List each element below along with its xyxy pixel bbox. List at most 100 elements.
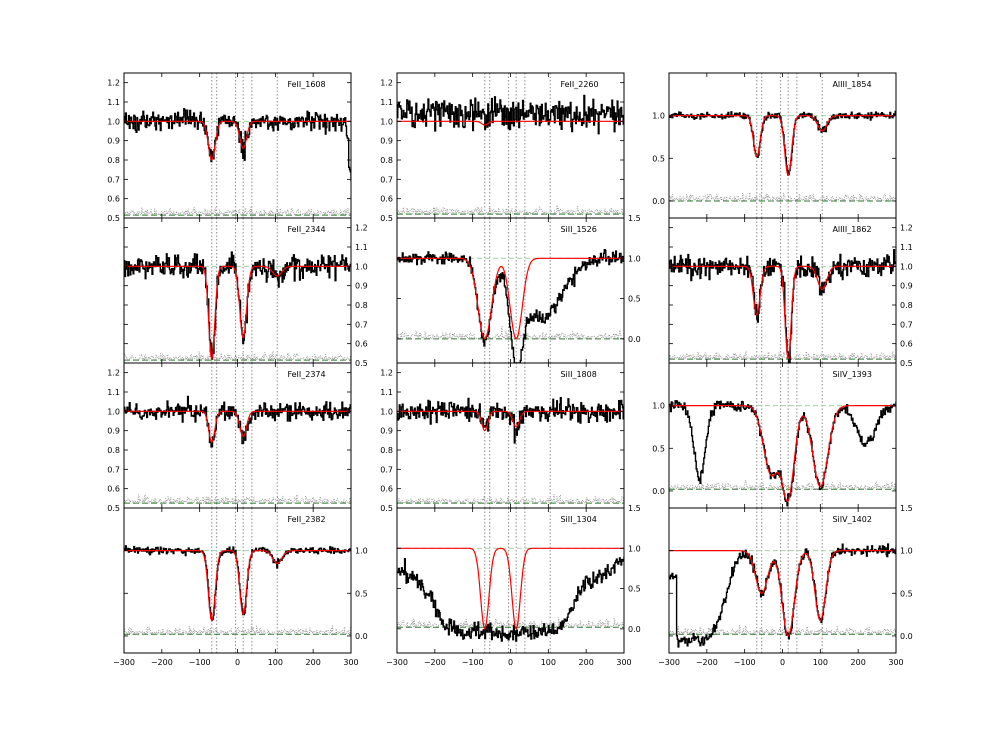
model-fit	[669, 550, 896, 637]
x-tick-label: 0	[780, 658, 785, 667]
flux-spectrum	[397, 94, 624, 135]
y-tick-label: 0.8	[380, 446, 393, 455]
panel-frame	[396, 217, 625, 364]
y-tick-label: 0.5	[628, 295, 641, 304]
x-tick-label: 200	[306, 658, 321, 667]
y-tick-label: 0.5	[652, 444, 665, 453]
y-tick-label: 1.0	[628, 254, 641, 263]
panel-title: FeII_2344	[287, 225, 325, 234]
panel-frame	[396, 362, 625, 509]
y-tick-label: 0.7	[107, 465, 120, 474]
x-tick-label: 200	[851, 658, 866, 667]
y-tick-label: 1.0	[380, 117, 393, 126]
panel-aliii-1862: 0.5 0.6 0.7 0.8 0.9 1.0 1.1 1.2 AlIII_1862	[668, 217, 913, 368]
panel-siii-1808: 0.5 0.6 0.7 0.8 0.9 1.0 1.1 1.2 SiII_1808	[380, 362, 625, 513]
y-tick-label: 0.9	[900, 282, 913, 291]
y-tick-label: 0.6	[107, 485, 120, 494]
y-tick-label: 1.5	[900, 504, 913, 513]
panel-aliii-1854: 0.0 0.5 1.0 AlIII_1854	[652, 72, 897, 219]
panel-title: FeII_1608	[287, 80, 325, 89]
flux-spectrum	[397, 556, 624, 642]
y-tick-label: 1.0	[652, 112, 665, 121]
x-tick-label: 200	[579, 658, 594, 667]
x-tick-label: 300	[616, 658, 631, 667]
x-tick-label: −200	[151, 658, 173, 667]
x-tick-label: 0	[508, 658, 513, 667]
panel-title: SiII_1304	[560, 515, 596, 524]
y-tick-label: 0.8	[107, 156, 120, 165]
y-tick-label: 0.9	[107, 427, 120, 436]
model-fit	[397, 547, 624, 631]
flux-spectrum	[669, 400, 896, 507]
error-spectrum	[669, 351, 896, 360]
error-spectrum	[669, 625, 896, 635]
y-tick-label: 0.0	[900, 632, 913, 641]
y-tick-label: 1.0	[355, 262, 368, 271]
y-tick-label: 1.2	[380, 79, 393, 88]
y-tick-label: 1.0	[900, 262, 913, 271]
x-tick-label: −100	[189, 658, 211, 667]
y-tick-label: 0.0	[652, 197, 665, 206]
error-spectrum	[124, 494, 351, 504]
y-tick-label: 1.2	[900, 224, 913, 233]
panel-frame	[668, 217, 897, 364]
model-fit	[124, 265, 351, 362]
flux-spectrum	[124, 545, 351, 621]
y-tick-label: 0.7	[900, 320, 913, 329]
y-tick-label: 0.8	[900, 301, 913, 310]
y-tick-label: 1.0	[107, 117, 120, 126]
y-tick-label: 0.9	[380, 427, 393, 436]
panel-siii-1304: 0.0 0.5 1.0 1.5 −300 −200 −100 0 100 200 300 SiII_1…	[386, 504, 641, 667]
model-fit	[124, 410, 351, 444]
panel-title: FeII_2382	[287, 515, 325, 524]
y-tick-label: 0.6	[355, 340, 368, 349]
x-tick-label: −300	[113, 658, 135, 667]
panel-feii-2260: 0.5 0.6 0.7 0.8 0.9 1.0 1.1 1.2 FeII_2260	[380, 72, 625, 223]
panel-frame	[123, 217, 352, 364]
y-tick-label: 0.8	[380, 156, 393, 165]
model-fit	[124, 550, 351, 623]
y-tick-label: 0.0	[355, 632, 368, 641]
panel-feii-2374: 0.5 0.6 0.7 0.8 0.9 1.0 1.1 1.2 FeII_2374	[107, 362, 352, 513]
error-spectrum	[124, 206, 351, 216]
error-spectrum	[124, 351, 351, 361]
error-spectrum	[397, 494, 624, 504]
y-tick-label: 0.9	[380, 137, 393, 146]
panel-title: SiIV_1393	[832, 370, 872, 379]
y-tick-label: 1.1	[107, 388, 120, 397]
y-tick-label: 0.5	[380, 214, 393, 223]
y-tick-label: 1.0	[355, 547, 368, 556]
flux-spectrum	[124, 395, 351, 448]
model-fit	[397, 257, 624, 340]
model-fit	[669, 405, 896, 502]
error-spectrum	[669, 192, 896, 202]
panel-frame	[123, 72, 352, 219]
x-tick-label: −200	[696, 658, 718, 667]
model-fit	[397, 410, 624, 432]
error-spectrum	[669, 480, 896, 490]
y-tick-label: 0.5	[107, 214, 120, 223]
flux-spectrum	[669, 110, 896, 176]
y-tick-label: 1.1	[380, 98, 393, 107]
panel-frame	[668, 507, 897, 654]
y-tick-label: 1.5	[628, 504, 641, 513]
panel-title: SiII_1808	[560, 370, 596, 379]
y-tick-label: 0.9	[107, 137, 120, 146]
y-tick-label: 0.0	[628, 335, 641, 344]
panel-title: SiIV_1402	[832, 515, 872, 524]
y-tick-label: 1.2	[107, 369, 120, 378]
x-tick-label: 0	[235, 658, 240, 667]
error-spectrum	[397, 617, 624, 628]
flux-spectrum	[124, 251, 351, 360]
panel-siiv-1402: 0.0 0.5 1.0 1.5 −300 −200 −100 0 100 200 300 SiIV_1…	[658, 504, 913, 667]
panel-feii-1608: 0.5 0.6 0.7 0.8 0.9 1.0 1.1 1.2 FeII_1608	[107, 72, 352, 223]
y-tick-label: 1.0	[900, 547, 913, 556]
x-tick-label: −200	[424, 658, 446, 667]
y-tick-label: 1.0	[628, 544, 641, 553]
panel-title: FeII_2374	[287, 370, 325, 379]
y-tick-label: 0.9	[355, 282, 368, 291]
panel-siiv-1393: 0.0 0.5 1.0 SiIV_1393	[652, 362, 897, 509]
panel-frame	[396, 72, 625, 219]
panel-title: FeII_2260	[560, 80, 598, 89]
